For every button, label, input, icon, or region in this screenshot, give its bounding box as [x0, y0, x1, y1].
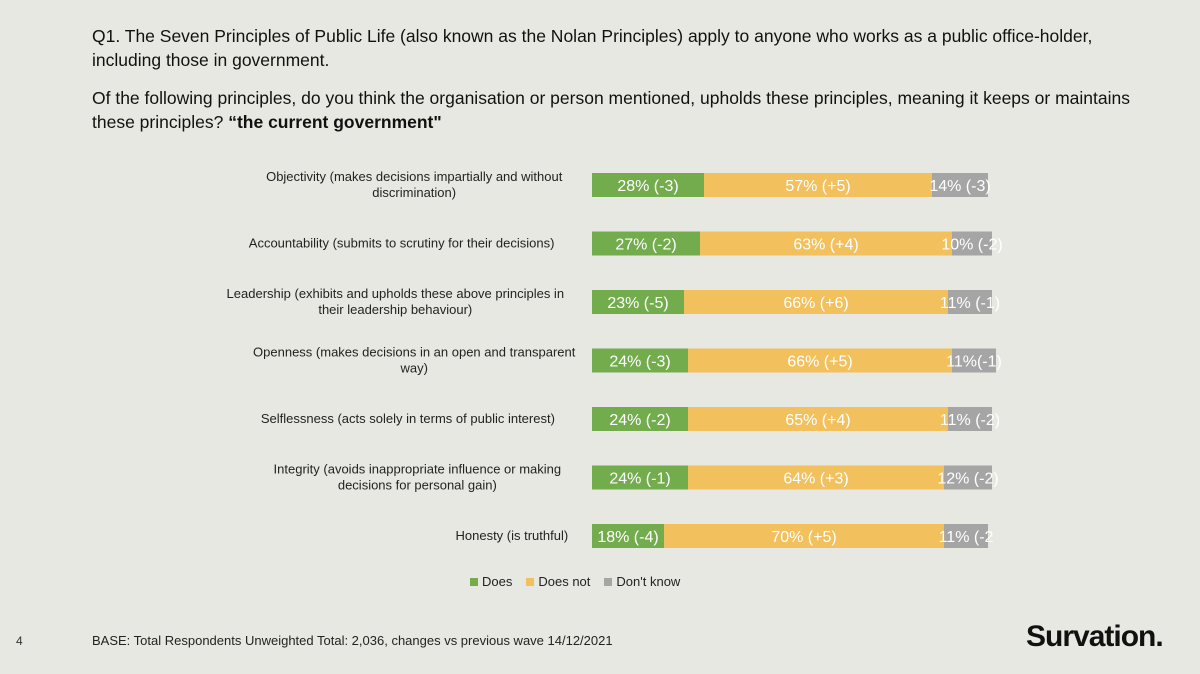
bar-segment-does	[592, 348, 688, 373]
legend-item-does-not: Does not	[526, 574, 590, 589]
data-label-does: 24% (-2)	[609, 412, 670, 429]
category-label: Objectivity (makes decisions impartially…	[266, 169, 563, 200]
bar-segment-does	[592, 407, 688, 431]
bar-segment-dont-know	[952, 348, 996, 373]
category-label: Integrity (avoids inappropriate influenc…	[274, 462, 562, 493]
bar-segment-does-not	[664, 524, 944, 548]
data-label-does-not: 70% (+5)	[771, 529, 836, 546]
data-label-does: 24% (-3)	[609, 354, 670, 371]
data-label-dont-know: 14% (-3)	[929, 178, 990, 195]
category-label: Leadership (exhibits and upholds these a…	[227, 286, 565, 317]
bar-segment-does-not	[700, 231, 952, 256]
data-label-does: 27% (-2)	[615, 237, 676, 254]
legend-swatch-does-not	[526, 577, 535, 586]
question-prompt-text: Of the following principles, do you thin…	[92, 88, 1130, 132]
category-label: Selflessness (acts solely in terms of pu…	[261, 411, 555, 426]
bar-segment-does-not	[688, 465, 944, 490]
legend-swatch-dont-know	[604, 577, 613, 586]
data-label-dont-know: 11% (-2)	[940, 412, 1000, 429]
bar-segment-does-not	[688, 407, 948, 431]
page-number: 4	[16, 634, 23, 648]
legend-item-dont-know: Don't know	[604, 574, 680, 589]
bar-segment-does	[592, 173, 704, 197]
bar-segment-dont-know	[952, 231, 992, 256]
bar-segment-does	[592, 231, 700, 256]
category-label: Honesty (is truthful)	[455, 528, 568, 543]
bar-segment-dont-know	[948, 290, 992, 314]
question-subject: “the current government"	[228, 112, 442, 132]
question-intro: Q1. The Seven Principles of Public Life …	[92, 26, 1093, 70]
bar-segment-does	[592, 465, 688, 490]
question-text: Q1. The Seven Principles of Public Life …	[92, 24, 1162, 148]
category-label: Accountability (submits to scrutiny for …	[249, 236, 555, 251]
question-prompt: Of the following principles, do you thin…	[92, 86, 1162, 134]
bar-segment-dont-know	[932, 173, 988, 197]
data-label-does-not: 66% (+5)	[787, 354, 852, 371]
survation-logo: Survation.	[1026, 620, 1164, 653]
data-label-does-not: 65% (+4)	[785, 412, 850, 429]
bar-segment-does-not	[704, 173, 932, 197]
bar-segment-dont-know	[948, 407, 992, 431]
data-label-dont-know: 11% (-2	[939, 529, 994, 546]
base-note: BASE: Total Respondents Unweighted Total…	[92, 633, 613, 648]
data-label-dont-know: 12% (-2)	[937, 471, 998, 488]
data-label-does-not: 63% (+4)	[793, 237, 858, 254]
data-label-dont-know: 11% (-1)	[940, 295, 1000, 312]
legend-label-dont-know: Don't know	[616, 574, 681, 589]
bar-segment-does	[592, 524, 664, 548]
data-label-dont-know: 10% (-2)	[941, 237, 1002, 254]
legend-label-does-not: Does not	[538, 574, 591, 589]
data-label-does-not: 66% (+6)	[783, 295, 848, 312]
data-label-does-not: 64% (+3)	[783, 471, 848, 488]
bar-segment-dont-know	[944, 465, 992, 490]
data-label-dont-know: 11%(-1)	[946, 354, 1002, 371]
legend-swatch-does	[470, 577, 478, 586]
category-label: Openness (makes decisions in an open and…	[253, 345, 576, 376]
data-label-does: 18% (-4)	[597, 529, 658, 546]
legend-item-does: Does	[470, 574, 512, 589]
data-label-does: 28% (-3)	[617, 178, 678, 195]
data-label-does: 24% (-1)	[609, 471, 670, 488]
bar-segment-dont-know	[944, 524, 988, 548]
chart-legend: Does Does not Don't know	[470, 574, 680, 589]
legend-label-does: Does	[482, 574, 513, 589]
data-label-does: 23% (-5)	[607, 295, 668, 312]
bar-segment-does-not	[684, 290, 948, 314]
bar-segment-does	[592, 290, 684, 314]
bar-segment-does-not	[688, 348, 952, 373]
data-label-does-not: 57% (+5)	[785, 178, 850, 195]
